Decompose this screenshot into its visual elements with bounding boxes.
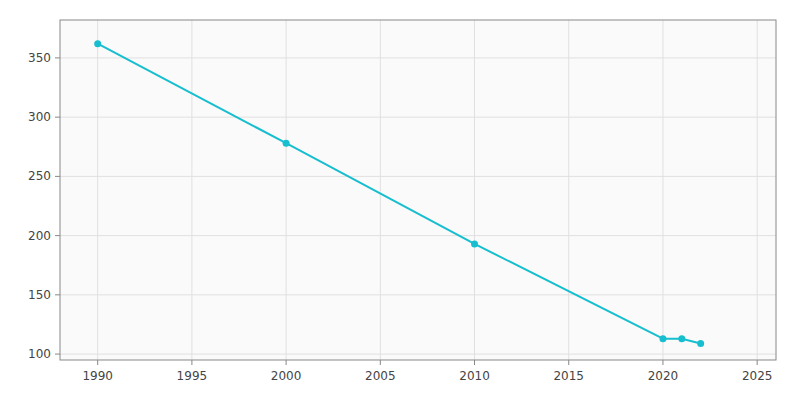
grid-line-x [662,20,663,360]
grid-line-y [60,235,776,236]
grid-line-x [474,20,475,360]
tick-label-y: 200 [28,229,51,243]
point [471,240,478,247]
tick-mark-x [286,360,287,365]
tick-label-x: 2020 [648,369,679,383]
tick-mark-x [474,360,475,365]
line [98,44,701,344]
chart-container: 1990 1995 2000 2005 2010 2015 2020 2025 100 150 20… [0,0,800,400]
chart: 1990 1995 2000 2005 2010 2015 2020 2025 100 150 20… [0,0,800,400]
tick-mark-x [757,360,758,365]
tick-label-y: 350 [28,51,51,65]
plot-area [60,20,776,360]
tick-mark-y [55,176,60,177]
tick-label-y: 250 [28,169,51,183]
tick-label-y: 100 [28,347,51,361]
tick-label-y: 150 [28,288,51,302]
grid-line-x [568,20,569,360]
grid-line-y [60,117,776,118]
tick-mark-y [55,354,60,355]
point [659,335,666,342]
point [283,140,290,147]
point [697,340,704,347]
tick-label-x: 1995 [177,369,208,383]
tick-label-x: 2000 [271,369,302,383]
tick-label-x: 2015 [553,369,584,383]
grid-line-x [191,20,192,360]
tick-mark-x [380,360,381,365]
point [94,40,101,47]
tick-labels: 1990 1995 2000 2005 2010 2015 2020 2025 100 150 20… [28,51,772,383]
series [94,40,704,347]
grid-line-x [757,20,758,360]
grid-line-y [60,176,776,177]
tick-label-x: 2025 [742,369,773,383]
grid-line-y [60,354,776,355]
tick-mark-x [191,360,192,365]
grid [60,20,776,360]
tick-label-x: 1990 [82,369,113,383]
tick-mark-x [662,360,663,365]
grid-line-x [286,20,287,360]
tick-label-x: 2005 [365,369,396,383]
tick-mark-y [55,235,60,236]
tick-mark-y [55,57,60,58]
point [678,335,685,342]
grid-line-y [60,57,776,58]
tick-mark-x [568,360,569,365]
grid-line-y [60,294,776,295]
grid-line-x [380,20,381,360]
tick-label-x: 2010 [459,369,490,383]
tick-label-y: 300 [28,110,51,124]
tick-mark-y [55,294,60,295]
grid-line-x [97,20,98,360]
plot-frame [60,20,776,360]
tick-mark-y [55,117,60,118]
tick-mark-x [97,360,98,365]
